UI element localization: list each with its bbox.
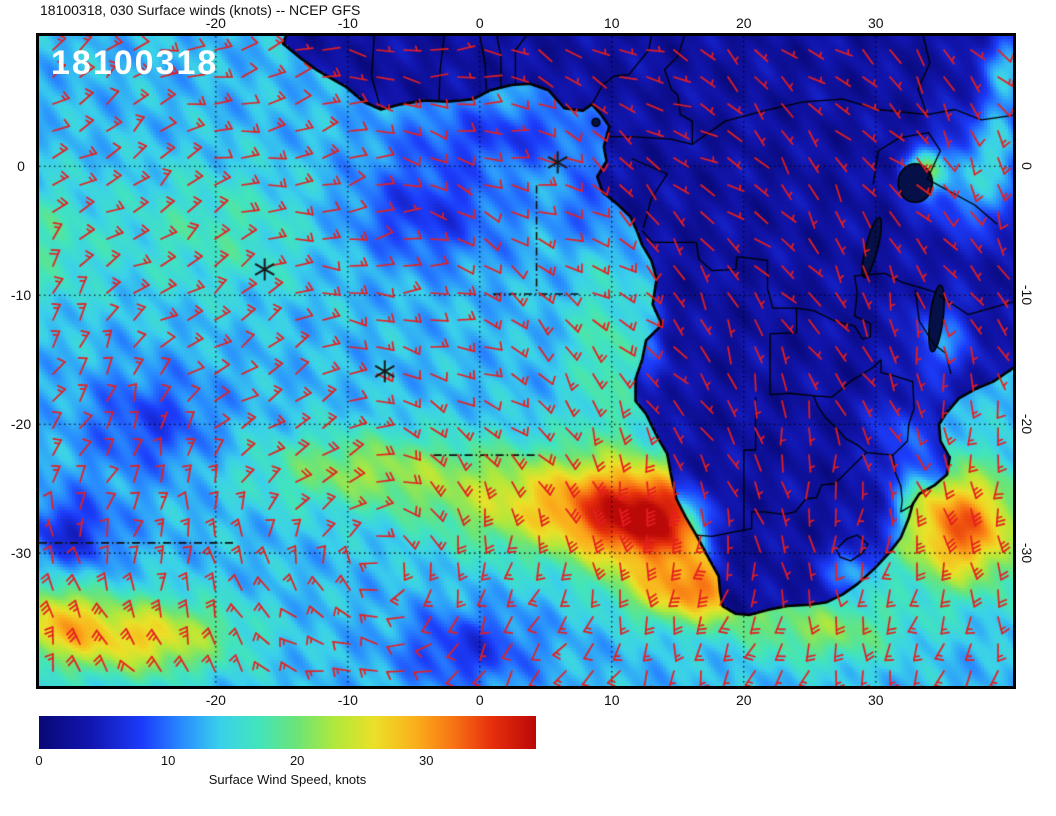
axis-tick-label: -10 [1019, 285, 1035, 306]
figure-title: 18100318, 030 Surface winds (knots) -- N… [40, 2, 361, 18]
axis-tick-label: -20 [1019, 414, 1035, 435]
axis-tick-label: 0 [475, 15, 484, 31]
axis-tick-label: -20 [10, 416, 32, 433]
axis-tick-label: 20 [735, 15, 752, 31]
axis-tick-label: -10 [10, 287, 32, 304]
axis-tick-label: 0 [475, 692, 484, 708]
axis-tick-label: 30 [867, 692, 884, 708]
axis-tick-label: -30 [10, 545, 32, 562]
colorbar-tick-label: 10 [160, 753, 176, 768]
axis-tick-label: 0 [17, 158, 25, 175]
axis-tick-label: 20 [735, 692, 752, 708]
axis-tick-label: -30 [1019, 543, 1035, 564]
axis-tick-label: -20 [205, 692, 226, 708]
colorbar-tick-label: 0 [35, 753, 43, 768]
axis-tick-label: -10 [337, 692, 358, 708]
axis-tick-label: -20 [205, 15, 226, 31]
colorbar [39, 716, 536, 749]
axis-tick-label: 10 [603, 692, 620, 708]
wind-map-canvas [39, 36, 1013, 686]
axis-tick-label: 0 [1019, 162, 1035, 171]
colorbar-label: Surface Wind Speed, knots [208, 772, 367, 787]
datetime-overlay-label: 18100318 [51, 44, 219, 82]
colorbar-tick-label: 20 [289, 753, 305, 768]
colorbar-tick-label: 30 [419, 753, 434, 768]
axis-tick-label: -10 [337, 15, 358, 31]
axis-tick-label: 10 [603, 15, 620, 31]
map-frame: 18100318 [36, 33, 1016, 689]
axis-tick-label: 30 [867, 15, 884, 31]
